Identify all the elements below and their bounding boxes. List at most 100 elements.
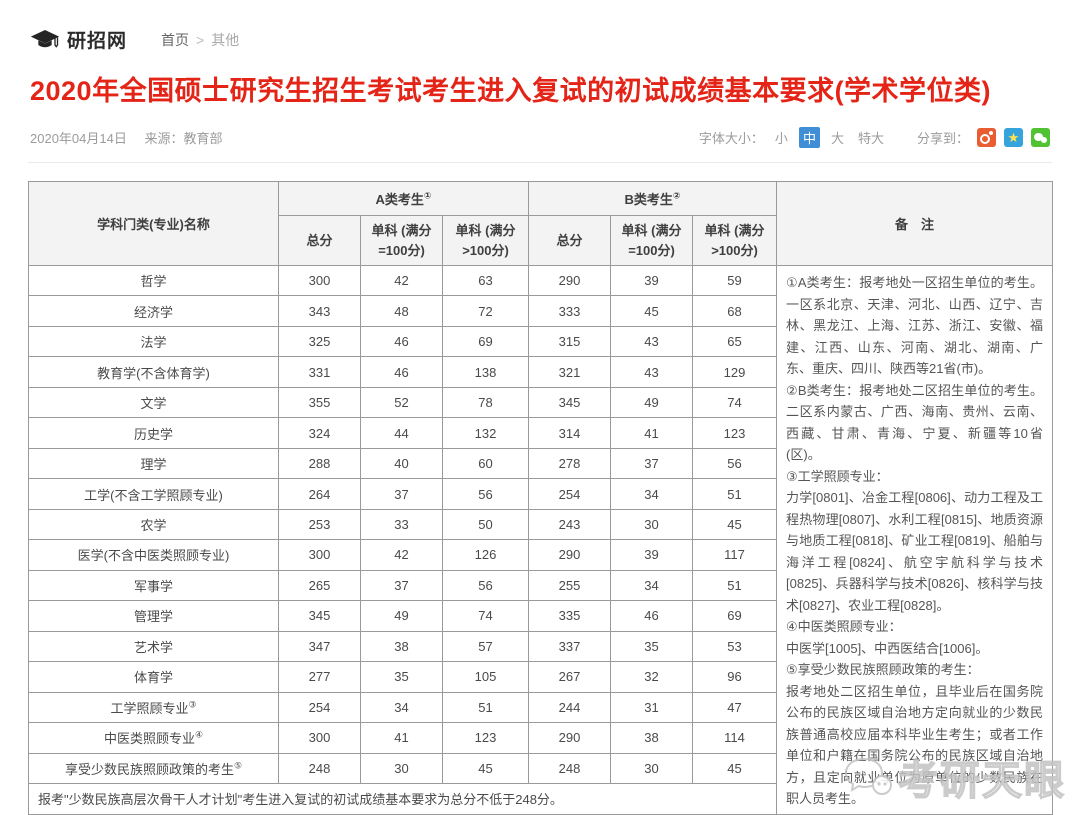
score-cell: 65	[692, 325, 778, 358]
header-group-a: A类考生①	[277, 181, 530, 216]
subject-cell: 农学	[28, 508, 279, 541]
score-cell: 44	[360, 417, 443, 449]
score-cell: 48	[360, 295, 443, 327]
score-cell: 56	[692, 447, 778, 480]
table-row: 哲学 300 42 63 290 39 59 ①A类考生：报考地处一区招生单位的考生。一区系北…	[28, 264, 1054, 815]
article-date: 2020年04月14日	[30, 131, 127, 146]
score-cell: 253	[278, 508, 361, 541]
subject-cell: 文学	[28, 386, 279, 419]
table-row: 医学(不含中医类照顾专业) 300 42 126 290 39 117	[28, 539, 1053, 571]
graduation-cap-icon	[30, 29, 60, 51]
table-row: 经济学 343 48 72 333 45 68	[28, 295, 1053, 327]
score-cell: 267	[528, 661, 612, 693]
share-label: 分享到：	[916, 131, 969, 146]
weibo-eye-glyph	[980, 134, 990, 144]
footnote-cell: 报考"少数民族高层次骨干人才计划"考生进入复试的初试成绩基本要求为总分不低于24…	[27, 782, 778, 815]
table-header-row-groups: 学科门类(专业)名称 A类考生① B类考生② 备 注	[28, 181, 1054, 266]
score-cell: 47	[692, 691, 778, 724]
topbar: 研招网 首页 > 其他	[0, 0, 1080, 53]
score-cell: 345	[528, 386, 612, 419]
score-cell: 60	[441, 447, 530, 480]
score-cell: 248	[278, 752, 361, 784]
remark-paragraph: ④中医类照顾专业：	[786, 619, 902, 634]
score-cell: 331	[278, 356, 361, 388]
subject-footnote-sup: ⑤	[233, 760, 243, 771]
table-row: 工学照顾专业③ 254 34 51 244 31 47	[28, 691, 1053, 724]
score-cell: 31	[610, 691, 694, 724]
score-cell: 42	[360, 539, 443, 571]
breadcrumb-separator: >	[196, 31, 205, 48]
article-source: 来源：教育部	[144, 131, 223, 146]
weibo-share-icon[interactable]	[977, 128, 996, 147]
score-cell: 40	[360, 447, 443, 480]
score-cell: 278	[528, 447, 612, 480]
subject-cell: 医学(不含中医类照顾专业)	[28, 539, 279, 571]
table-row: 中医类照顾专业④ 300 41 123 290 38 114	[28, 722, 1053, 754]
subject-cell: 艺术学	[28, 630, 279, 663]
breadcrumb-current: 其他	[211, 31, 240, 48]
header-group-a-sup: ①	[423, 190, 432, 201]
table-row: 文学 355 52 78 345 49 74	[28, 386, 1053, 419]
table-footnote-row: 报考"少数民族高层次骨干人才计划"考生进入复试的初试成绩基本要求为总分不低于24…	[27, 782, 1053, 815]
score-cell: 30	[610, 752, 694, 784]
score-cell: 290	[528, 539, 612, 571]
score-cell: 35	[610, 630, 694, 663]
score-cell: 50	[441, 508, 530, 541]
score-cell: 243	[528, 508, 612, 541]
score-cell: 254	[278, 691, 361, 724]
score-cell: 57	[441, 630, 530, 663]
score-cell: 72	[441, 295, 530, 327]
score-cell: 39	[610, 539, 694, 571]
score-cell: 288	[278, 447, 361, 480]
wechat-bubble-glyph	[1034, 133, 1043, 141]
header-subject: 学科门类(专业)名称	[28, 181, 279, 266]
score-cell: 265	[278, 569, 361, 602]
remark-paragraph: 报考地处二区招生单位，且毕业后在国务院公布的民族区域自治地方定向就业的少数民族普…	[786, 683, 1044, 807]
score-cell: 68	[692, 295, 778, 327]
score-cell: 43	[610, 325, 694, 358]
table-row: 体育学 277 35 105 267 32 96	[28, 661, 1053, 693]
font-size-medium[interactable]: 中	[798, 127, 820, 148]
qzone-share-icon[interactable]: ★	[1004, 128, 1023, 147]
header-b-total: 总分	[528, 215, 612, 266]
score-cell: 333	[528, 295, 612, 327]
subject-cell: 哲学	[28, 264, 279, 297]
score-cell: 335	[528, 600, 612, 632]
table-row: 艺术学 347 38 57 337 35 53	[28, 630, 1053, 663]
score-cell: 69	[441, 325, 530, 358]
score-cell: 78	[441, 386, 530, 419]
score-cell: 254	[528, 478, 612, 510]
font-size-large[interactable]: 大	[830, 131, 844, 146]
score-cell: 35	[360, 661, 443, 693]
article-toolbar: 字体大小： 小 中 大 特大 分享到： ★	[699, 127, 1050, 148]
breadcrumb-home-link[interactable]: 首页	[161, 31, 190, 48]
font-size-xlarge[interactable]: 特大	[857, 131, 884, 146]
score-cell: 96	[692, 661, 778, 693]
wechat-share-icon[interactable]	[1031, 128, 1050, 147]
header-group-a-label: A类考生	[375, 192, 424, 207]
table-row: 农学 253 33 50 243 30 45	[28, 508, 1053, 541]
subject-cell: 教育学(不含体育学)	[28, 356, 279, 388]
score-cell: 34	[360, 691, 443, 724]
score-cell: 38	[360, 630, 443, 663]
score-cell: 51	[441, 691, 530, 724]
score-cell: 37	[360, 569, 443, 602]
score-cell: 30	[610, 508, 694, 541]
score-cell: 45	[610, 295, 694, 327]
score-cell: 300	[278, 539, 361, 571]
score-cell: 49	[610, 386, 694, 419]
wechat-bubble-small-glyph	[1041, 137, 1047, 143]
font-size-small[interactable]: 小	[774, 131, 788, 146]
subject-cell: 中医类照顾专业④	[28, 722, 279, 754]
score-cell: 46	[610, 600, 694, 632]
score-cell: 33	[360, 508, 443, 541]
header-group-b-label: B类考生	[624, 192, 673, 207]
site-logo[interactable]: 研招网	[30, 26, 127, 53]
remark-paragraph: ③工学照顾专业：	[786, 468, 889, 484]
score-cell: 41	[610, 417, 694, 449]
weibo-spark-glyph	[989, 131, 993, 135]
score-cell: 355	[278, 386, 361, 419]
score-cell: 337	[528, 630, 612, 663]
header-remark: 备 注	[776, 181, 1054, 266]
